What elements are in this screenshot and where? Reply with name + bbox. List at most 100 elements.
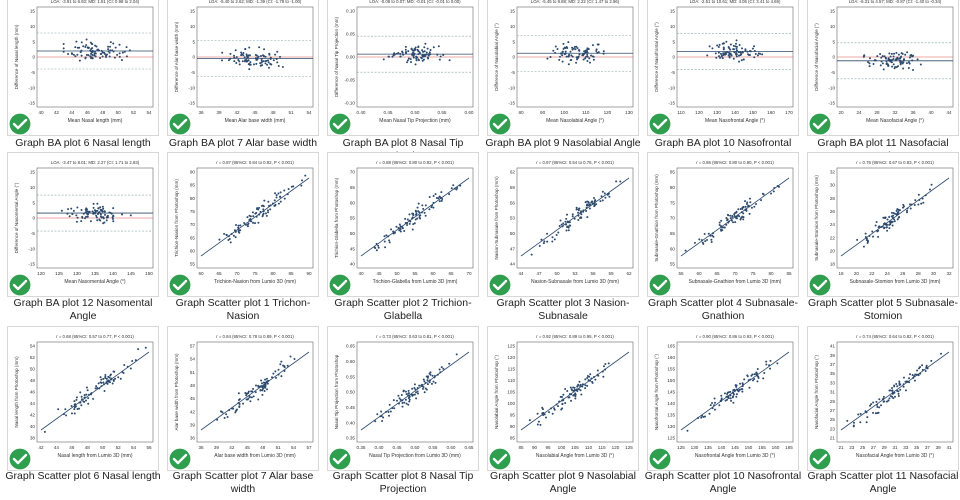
gallery-item[interactable]: r = 0.67 (95%CI: 0.54 to 0.76, P < 0.001…: [487, 152, 639, 327]
point: [561, 54, 564, 57]
point: [897, 53, 900, 56]
y-tick-label: 125: [667, 436, 675, 441]
x-tick-label: 160: [772, 445, 780, 450]
gallery-item[interactable]: LOA: -5.40 to 2.62; MD: -1.39 (CI: -1.78…: [167, 0, 319, 167]
point: [252, 221, 255, 224]
point: [118, 52, 121, 55]
point: [741, 215, 744, 218]
gallery-item[interactable]: LOA: -3.47 to 8.01; MD: 2.27 (CI: 1.71 t…: [7, 152, 159, 327]
point: [301, 179, 304, 182]
gallery-item[interactable]: LOA: -2.51 to 10.61; MD: 4.05 (CI: 3.41 …: [647, 0, 799, 167]
point: [718, 221, 721, 224]
x-tick-label: 110: [582, 110, 590, 115]
x-tick-label: 29: [882, 445, 888, 450]
fit-line: [520, 177, 630, 257]
gallery-item[interactable]: LOA: -3.91 to 6.93; MD: 1.51 (CI: 0.98 t…: [7, 0, 159, 167]
gallery-item[interactable]: r = 0.88 (95%CI: 0.80 to 0.92, P < 0.001…: [327, 152, 479, 327]
point: [875, 400, 878, 403]
file-name: Graph Scatter plot 11 Nasofacial Angle: [807, 470, 959, 495]
point: [93, 209, 96, 212]
point: [389, 410, 392, 413]
y-tick-label: 80: [190, 196, 196, 201]
point: [438, 200, 441, 203]
y-tick-label: 57: [190, 344, 196, 349]
point: [243, 56, 246, 59]
y-tick-label: -10: [508, 85, 515, 90]
gallery-item[interactable]: r = 0.92 (95%CI: 0.89 to 0.95, P < 0.001…: [487, 326, 639, 500]
point: [259, 210, 262, 213]
y-axis-label: Nasofrontal Angle from Photoshop (°): [654, 353, 659, 430]
point: [741, 382, 744, 385]
point: [706, 239, 709, 242]
point: [560, 223, 563, 226]
point: [123, 363, 126, 366]
point: [722, 52, 725, 55]
point: [862, 245, 865, 248]
point: [410, 48, 413, 51]
gallery-item[interactable]: r = 0.87 (95%CI: 0.84 to 0.92, P < 0.001…: [167, 152, 319, 327]
point: [740, 59, 743, 62]
point: [85, 399, 88, 402]
x-tick-label: 80: [768, 271, 774, 276]
y-tick-label: 0: [832, 55, 835, 60]
gallery-item[interactable]: r = 0.74 (95%CI: 0.64 to 0.82, P < 0.001…: [807, 326, 959, 500]
point: [735, 393, 738, 396]
thumbnail-frame: [167, 152, 319, 297]
point: [91, 57, 94, 60]
point: [586, 55, 589, 58]
point: [897, 394, 900, 397]
point: [566, 213, 569, 216]
x-tick-label: 140: [718, 445, 726, 450]
y-tick-label: 28: [830, 196, 836, 201]
point: [896, 208, 899, 211]
point: [430, 382, 433, 385]
point: [925, 366, 928, 369]
point: [865, 237, 868, 240]
point: [570, 54, 573, 57]
point: [425, 375, 428, 378]
plot-header: r = 0.86 (95%CI: 0.80 to 0.90, P < 0.001…: [696, 160, 774, 165]
point: [221, 411, 224, 414]
gallery-item[interactable]: r = 0.68 (95%CI: 0.57 to 0.77, P < 0.001…: [5, 326, 161, 500]
gallery-item[interactable]: r = 0.73 (95%CI: 0.63 to 0.81, P < 0.001…: [327, 326, 479, 500]
point: [879, 64, 882, 67]
point: [538, 245, 541, 248]
point: [737, 54, 740, 57]
point: [111, 49, 114, 52]
x-tick-label: 32: [946, 271, 952, 276]
gallery-item[interactable]: LOA: -5.45 to 9.88; MD: 2.22 (CI: 1.47 t…: [485, 0, 641, 167]
point: [886, 229, 889, 232]
point: [418, 214, 421, 217]
point: [109, 49, 112, 52]
point: [546, 57, 549, 60]
point: [279, 200, 282, 203]
point: [710, 238, 713, 241]
point: [575, 208, 578, 211]
point: [103, 52, 106, 55]
point: [601, 370, 604, 373]
point: [773, 187, 776, 190]
point: [266, 209, 269, 212]
gallery-item[interactable]: r = 0.86 (95%CI: 0.80 to 0.90, P < 0.001…: [647, 152, 799, 327]
x-tick-label: 56: [146, 445, 152, 450]
point: [859, 412, 862, 415]
plot-header: r = 0.92 (95%CI: 0.89 to 0.95, P < 0.001…: [536, 334, 614, 339]
y-tick-label: 10: [830, 24, 836, 29]
gallery-item[interactable]: LOA: -6.31 to 4.57; MD: -0.87 (CI: -1.40…: [807, 0, 959, 167]
point: [129, 367, 132, 370]
point: [883, 400, 886, 403]
point: [109, 45, 112, 48]
point: [287, 187, 290, 190]
gallery-item[interactable]: r = 0.76 (95%CI: 0.67 to 0.83, P < 0.001…: [807, 152, 959, 327]
x-tick-label: 65: [216, 271, 222, 276]
gallery-item[interactable]: r = 0.90 (95%CI: 0.86 to 0.93, P < 0.001…: [645, 326, 801, 500]
gallery-item[interactable]: r = 0.84 (95%CI: 0.78 to 0.89, P < 0.001…: [167, 326, 319, 500]
y-tick-label: 60: [670, 246, 676, 251]
gallery-item[interactable]: LOA: -0.08 to 0.07; MD: -0.01 (CI: -0.01…: [327, 0, 479, 167]
fit-line: [680, 177, 790, 257]
point: [739, 207, 742, 210]
y-tick-label: -5: [511, 70, 516, 75]
thumbnail-frame: [327, 0, 479, 136]
point: [541, 408, 544, 411]
point: [105, 377, 108, 380]
